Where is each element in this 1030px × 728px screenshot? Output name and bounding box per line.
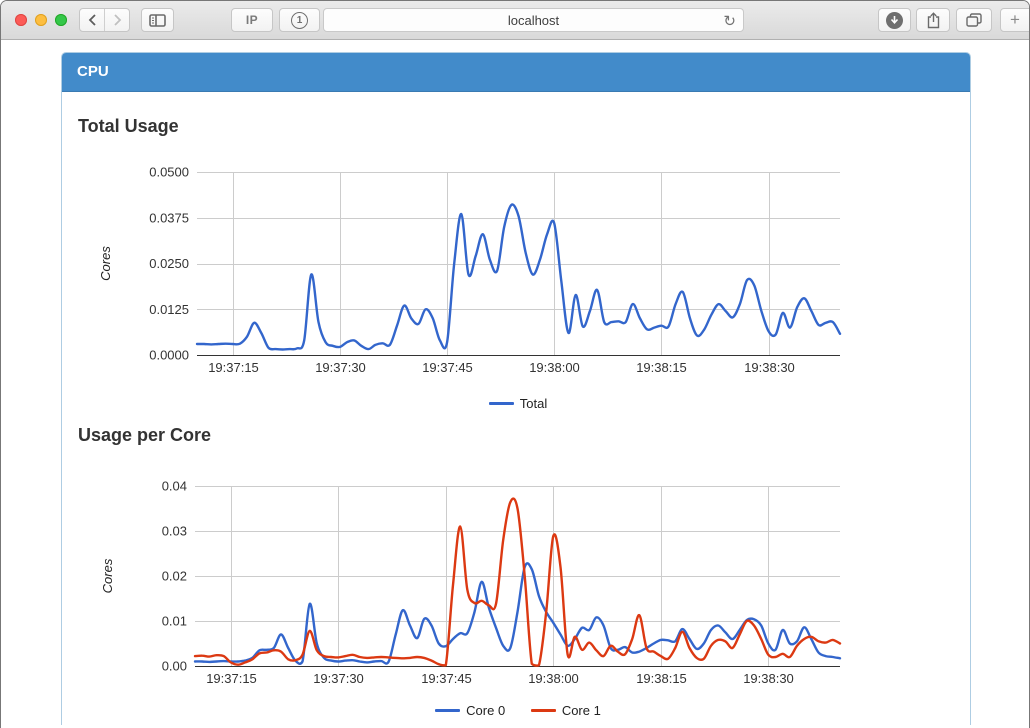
legend-entry-total: Total [488, 396, 548, 411]
sidebar-icon [149, 13, 166, 27]
svg-text:0.0500: 0.0500 [149, 165, 189, 180]
svg-text:19:38:15: 19:38:15 [636, 671, 687, 686]
ip-extension-label: IP [245, 13, 259, 27]
browser-toolbar: IP 1 localhost ↻ [1, 1, 1029, 40]
cpu-panel-body: Total Usage 19:37:15 19:37:30 19:37:45 19:3… [62, 92, 970, 718]
svg-text:0.01: 0.01 [162, 614, 187, 629]
cpu-panel: CPU Total Usage 19:37:15 19:37:30 19:37:45… [61, 52, 971, 725]
usage-per-core-heading: Usage per Core [78, 425, 212, 445]
legend-label-total: Total [519, 396, 548, 411]
svg-text:19:37:30: 19:37:30 [313, 671, 364, 686]
svg-text:19:38:00: 19:38:00 [529, 360, 580, 375]
total-usage-legend: Total [77, 393, 953, 411]
legend-line-core1 [530, 709, 556, 712]
svg-text:19:37:30: 19:37:30 [315, 360, 366, 375]
svg-text:19:37:15: 19:37:15 [208, 360, 259, 375]
svg-text:19:38:30: 19:38:30 [743, 671, 794, 686]
page-content: CPU Total Usage 19:37:15 19:37:30 19:37:45… [1, 40, 1029, 728]
total-usage-heading: Total Usage [78, 116, 179, 136]
svg-text:0.04: 0.04 [162, 479, 187, 494]
svg-text:19:38:15: 19:38:15 [636, 360, 687, 375]
svg-text:19:38:00: 19:38:00 [528, 671, 579, 686]
cpu-panel-title: CPU [62, 53, 970, 92]
back-button[interactable] [80, 9, 104, 31]
usage-per-core-legend: Core 0 Core 1 [77, 700, 953, 718]
plus-icon: + [1010, 10, 1020, 29]
window-close-button[interactable] [15, 14, 27, 26]
svg-text:19:37:15: 19:37:15 [206, 671, 257, 686]
legend-entry-core1: Core 1 [530, 703, 601, 718]
reload-button[interactable]: ↻ [723, 12, 736, 30]
tab-overview-button[interactable] [956, 8, 992, 32]
forward-button[interactable] [104, 9, 129, 31]
chevron-right-icon [113, 14, 121, 26]
downloads-button[interactable] [878, 8, 911, 32]
svg-text:19:38:30: 19:38:30 [744, 360, 795, 375]
svg-text:0.00: 0.00 [162, 659, 187, 674]
new-tab-button[interactable]: + [1000, 8, 1029, 32]
svg-text:0.0250: 0.0250 [149, 256, 189, 271]
tabs-icon [966, 13, 982, 27]
share-button[interactable] [916, 8, 950, 32]
legend-line-total [488, 402, 514, 405]
window-zoom-button[interactable] [55, 14, 67, 26]
svg-text:0.03: 0.03 [162, 524, 187, 539]
svg-text:Cores: Cores [100, 558, 115, 593]
usage-per-core-chart[interactable]: 19:37:15 19:37:30 19:37:45 19:38:00 19:38:15… [77, 465, 953, 687]
svg-text:0.0375: 0.0375 [149, 210, 189, 225]
svg-text:19:37:45: 19:37:45 [421, 671, 472, 686]
address-bar[interactable]: localhost ↻ [323, 8, 744, 32]
sidebar-button[interactable] [141, 8, 174, 32]
window-minimize-button[interactable] [35, 14, 47, 26]
svg-text:Cores: Cores [98, 246, 113, 281]
legend-line-core0 [435, 709, 461, 712]
address-bar-url: localhost [507, 12, 560, 28]
total-usage-chart[interactable]: 19:37:15 19:37:30 19:37:45 19:38:00 19:38:15… [77, 152, 953, 380]
svg-text:0.0125: 0.0125 [149, 302, 189, 317]
download-icon [886, 11, 903, 29]
circled-one-icon: 1 [291, 11, 308, 29]
svg-text:0.0000: 0.0000 [149, 348, 189, 363]
svg-text:0.02: 0.02 [162, 569, 187, 584]
legend-label-core1: Core 1 [561, 703, 601, 718]
onepassword-button[interactable]: 1 [279, 8, 320, 32]
chevron-left-icon [88, 14, 96, 26]
svg-text:19:37:45: 19:37:45 [422, 360, 473, 375]
legend-entry-core0: Core 0 [435, 703, 505, 718]
legend-label-core0: Core 0 [466, 703, 506, 718]
share-icon [927, 11, 939, 28]
ip-extension-button[interactable]: IP [231, 8, 273, 32]
history-nav-group [79, 8, 130, 32]
